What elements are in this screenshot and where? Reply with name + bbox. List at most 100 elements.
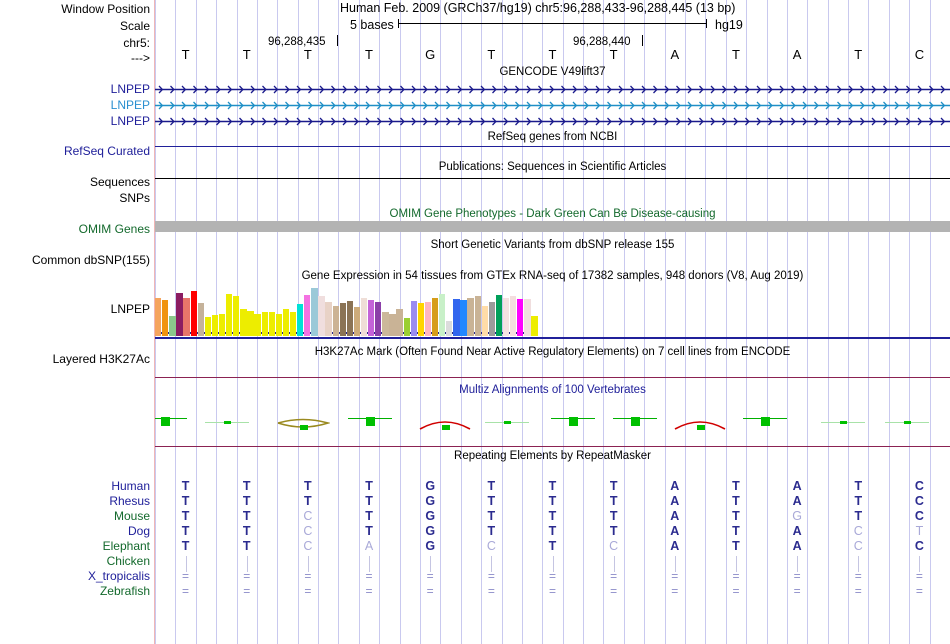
gtex-bar[interactable]: [169, 315, 176, 332]
gtex-bar[interactable]: [524, 298, 531, 332]
gene-row-lnpep-3[interactable]: [155, 114, 950, 126]
title-conservation: Multiz Alignments of 100 Vertebrates: [459, 384, 646, 396]
multiz-base: G: [792, 509, 802, 523]
gtex-bar[interactable]: [396, 309, 403, 332]
gtex-bar[interactable]: [297, 304, 304, 332]
conservation-plot[interactable]: [155, 393, 950, 451]
track-data-column[interactable]: Human Feb. 2009 (GRCh37/hg19) chr5:96,28…: [155, 0, 950, 644]
label-species-x-tropicalis[interactable]: X_tropicalis: [87, 569, 150, 583]
label-gencode-lnpep-1[interactable]: LNPEP: [110, 82, 150, 96]
label-gtex-lnpep[interactable]: LNPEP: [110, 302, 150, 316]
gtex-bar[interactable]: [424, 302, 432, 332]
gtex-bar[interactable]: [346, 300, 354, 332]
gtex-bar[interactable]: [211, 314, 219, 332]
multiz-base: T: [732, 494, 740, 508]
label-layered-h3k27ac[interactable]: Layered H3K27Ac: [52, 352, 150, 366]
label-species-chicken[interactable]: Chicken: [106, 554, 150, 568]
gene-row-lnpep-1[interactable]: [155, 82, 950, 94]
label-species-elephant[interactable]: Elephant: [102, 539, 150, 553]
gtex-bar[interactable]: [289, 312, 297, 332]
gtex-bar[interactable]: [311, 288, 318, 332]
gtex-bar[interactable]: [233, 296, 240, 332]
gtex-bar[interactable]: [162, 299, 169, 332]
label-common-dbsnp[interactable]: Common dbSNP(155): [31, 253, 150, 267]
gtex-bar[interactable]: [275, 313, 283, 332]
multiz-base: A: [792, 479, 802, 493]
ruler-base-5: T: [487, 47, 496, 62]
gtex-bar[interactable]: [403, 318, 410, 332]
gtex-bar[interactable]: [495, 295, 503, 332]
gtex-bar[interactable]: [247, 311, 254, 332]
gtex-bar[interactable]: [240, 309, 247, 332]
gene-row-lnpep-2[interactable]: [155, 98, 950, 110]
gtex-bar[interactable]: [339, 303, 346, 332]
gtex-bar[interactable]: [467, 297, 474, 332]
gtex-bar[interactable]: [318, 296, 325, 332]
gtex-bar[interactable]: [460, 299, 467, 332]
gtex-bar[interactable]: [488, 302, 496, 332]
h3k27ac-color-strip: [155, 332, 950, 336]
gtex-bar[interactable]: [502, 297, 510, 332]
multiz-base: A: [792, 494, 802, 508]
gtex-bar[interactable]: [474, 296, 481, 332]
gtex-bar[interactable]: [282, 309, 290, 332]
gtex-bar[interactable]: [332, 305, 339, 332]
multiz-base: A: [364, 539, 374, 553]
gtex-bar[interactable]: [268, 312, 275, 332]
title-refseq: RefSeq genes from NCBI: [487, 131, 618, 143]
label-gencode-lnpep-3[interactable]: LNPEP: [110, 114, 150, 128]
gtex-bar[interactable]: [453, 298, 460, 332]
gtex-bar[interactable]: [439, 294, 446, 332]
gtex-bar[interactable]: [218, 313, 226, 332]
gtex-bar[interactable]: [517, 298, 524, 332]
gtex-bar[interactable]: [353, 306, 361, 332]
gtex-bar[interactable]: [204, 317, 212, 332]
multiz-row-x_tropicalis[interactable]: = = = = = = = = = = = = =: [155, 569, 950, 584]
gtex-bar[interactable]: [481, 305, 488, 332]
label-sequences[interactable]: Sequences: [89, 175, 150, 189]
gtex-bar[interactable]: [446, 320, 453, 332]
gtex-bar[interactable]: [254, 313, 261, 332]
gtex-bar[interactable]: [510, 296, 517, 332]
gtex-bar[interactable]: [410, 300, 417, 332]
gtex-bar[interactable]: [226, 294, 233, 332]
gtex-bar[interactable]: [431, 297, 439, 332]
label-species-zebrafish[interactable]: Zebrafish: [99, 584, 150, 598]
label-gencode-lnpep-2[interactable]: LNPEP: [110, 98, 150, 112]
label-snps[interactable]: SNPs: [119, 191, 150, 205]
label-species-human[interactable]: Human: [111, 479, 150, 493]
multiz-base: C: [914, 494, 924, 508]
omim-gene-block[interactable]: [155, 221, 950, 232]
gtex-bar[interactable]: [531, 315, 538, 332]
gtex-bar[interactable]: [375, 302, 382, 332]
gtex-bar[interactable]: [304, 295, 311, 332]
h3k27ac-strip-segment: [439, 332, 446, 336]
multiz-row-zebrafish[interactable]: = = = = = = = = = = = = =: [155, 584, 950, 599]
label-refseq-curated[interactable]: RefSeq Curated: [63, 144, 150, 158]
label-species-mouse[interactable]: Mouse: [113, 509, 150, 523]
gtex-bar[interactable]: [176, 292, 183, 332]
gtex-bar[interactable]: [197, 303, 204, 332]
gtex-bar[interactable]: [155, 297, 162, 332]
gtex-bar[interactable]: [382, 312, 389, 332]
gtex-bar[interactable]: [190, 290, 197, 332]
label-species-dog[interactable]: Dog: [127, 524, 150, 538]
gtex-bar[interactable]: [368, 299, 375, 332]
gtex-bar[interactable]: [389, 313, 396, 332]
gtex-bar[interactable]: [261, 312, 268, 332]
label-omim-genes[interactable]: OMIM Genes: [78, 222, 150, 236]
gtex-expression-chart[interactable]: [155, 284, 950, 334]
multiz-row-chicken[interactable]: [155, 554, 950, 569]
gtex-bar[interactable]: [417, 303, 425, 332]
gtex-bar[interactable]: [183, 297, 190, 332]
gtex-bar[interactable]: [325, 302, 332, 332]
multiz-base: T: [242, 524, 251, 538]
gtex-bar[interactable]: [360, 297, 368, 332]
label-species-rhesus[interactable]: Rhesus: [109, 494, 150, 508]
